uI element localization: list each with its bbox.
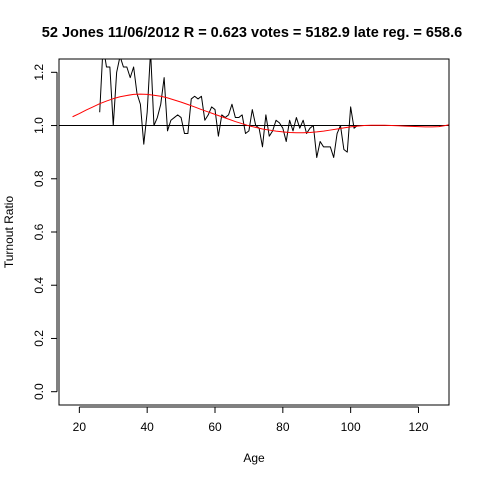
x-tick-label: 80 xyxy=(276,420,290,434)
plot-area xyxy=(58,58,450,406)
y-tick-label: 0.8 xyxy=(32,170,46,187)
y-tick-label: 1.2 xyxy=(32,64,46,81)
y-tick-label: 1.0 xyxy=(32,117,46,134)
y-tick-label: 0.0 xyxy=(32,383,46,400)
x-tick-label: 120 xyxy=(408,420,428,434)
x-tick-label: 20 xyxy=(73,420,87,434)
y-tick-label: 0.6 xyxy=(32,223,46,240)
x-axis-label: Age xyxy=(243,451,265,465)
y-tick-label: 0.2 xyxy=(32,330,46,347)
x-tick-label: 100 xyxy=(341,420,361,434)
chart-title: 52 Jones 11/06/2012 R = 0.623 votes = 51… xyxy=(42,25,462,41)
x-tick-label: 60 xyxy=(208,420,222,434)
y-tick-label: 0.4 xyxy=(32,277,46,294)
y-axis: 0.0 0.2 0.4 0.6 0.8 1.0 1.2 xyxy=(32,64,58,400)
y-axis-label: Turnout Ratio xyxy=(2,196,16,269)
fitted-curve-line xyxy=(72,93,449,134)
x-tick-label: 40 xyxy=(140,420,154,434)
x-axis: 20 40 60 80 100 120 xyxy=(73,406,429,434)
observed-turnout-line xyxy=(99,59,358,158)
plot-frame xyxy=(58,58,450,406)
